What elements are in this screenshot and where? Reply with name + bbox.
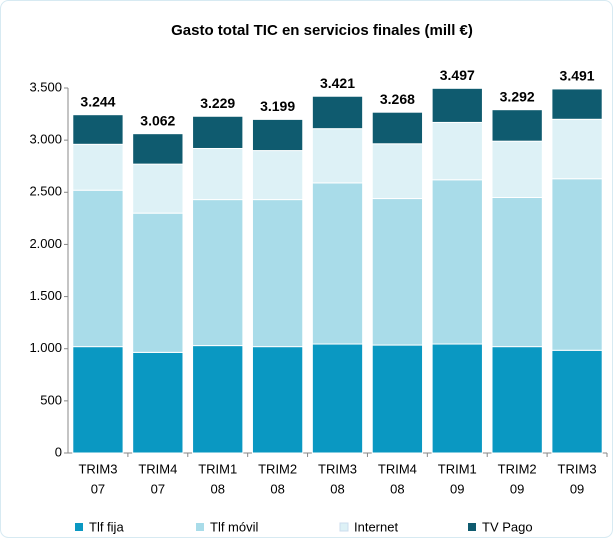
bar-segment	[192, 199, 244, 347]
x-tick-label: 07	[91, 481, 105, 496]
y-tick-label: 3.000	[29, 132, 62, 147]
y-tick-label: 3.500	[29, 79, 62, 94]
bar-segment	[551, 349, 603, 454]
bar-segment	[551, 178, 603, 351]
total-label: 3.491	[560, 68, 595, 84]
legend-swatch	[468, 523, 476, 531]
x-tick-label: 07	[151, 481, 165, 496]
bar-segment	[311, 95, 364, 130]
y-tick-label: 1.000	[29, 340, 62, 355]
bar-segment	[251, 199, 304, 348]
y-tick-label: 0	[55, 444, 62, 459]
bar-segment	[72, 189, 124, 348]
x-tick-label: 08	[330, 481, 344, 496]
total-label: 3.244	[80, 93, 115, 109]
bar-segment	[192, 147, 244, 201]
bar-segment	[491, 140, 543, 198]
bar-segment	[431, 121, 483, 181]
bar-segment	[551, 88, 603, 120]
bar-segment	[251, 118, 304, 152]
x-tick-label: TRIM1	[438, 461, 477, 476]
bar-segment	[491, 197, 543, 348]
y-tick-label: 2.000	[29, 236, 62, 251]
x-tick-label: 08	[390, 481, 404, 496]
total-label: 3.497	[440, 67, 475, 83]
bar-segment	[311, 343, 364, 454]
total-label: 3.421	[320, 75, 355, 91]
bar-segment	[251, 150, 304, 201]
bar-segment	[431, 343, 483, 454]
total-label: 3.199	[260, 98, 295, 114]
y-tick-label: 1.500	[29, 288, 62, 303]
bar-segment	[72, 143, 124, 191]
bar-segment	[371, 143, 424, 200]
bar-segment	[311, 128, 364, 184]
bar-segment	[371, 344, 424, 454]
bar-segment	[72, 346, 124, 454]
x-tick-label: TRIM3	[558, 461, 597, 476]
bar-segment	[431, 179, 483, 345]
x-tick-label: TRIM4	[138, 461, 177, 476]
bar-segment	[551, 118, 603, 180]
legend-label: TV Pago	[482, 519, 533, 534]
total-label: 3.062	[140, 112, 175, 128]
bar-segment	[491, 346, 543, 454]
x-tick-label: TRIM3	[78, 461, 117, 476]
legend-label: Tlf móvil	[210, 519, 259, 534]
bar-segment	[132, 133, 184, 165]
bar-segment	[132, 212, 184, 353]
bar-segment	[431, 87, 483, 123]
x-tick-label: TRIM4	[378, 461, 417, 476]
x-tick-label: TRIM3	[318, 461, 357, 476]
x-tick-label: 09	[450, 481, 464, 496]
bar-segment	[251, 346, 304, 454]
legend-label: Internet	[354, 519, 398, 534]
x-tick-label: TRIM2	[258, 461, 297, 476]
total-label: 3.292	[500, 88, 535, 104]
bar-segment	[132, 163, 184, 214]
x-tick-label: TRIM1	[198, 461, 237, 476]
chart-title: Gasto total TIC en servicios finales (mi…	[171, 22, 473, 39]
bar-segment	[192, 345, 244, 454]
bar-segment	[132, 351, 184, 454]
legend-label: Tlf fija	[89, 519, 124, 534]
x-tick-label: 08	[210, 481, 224, 496]
x-tick-label: 09	[570, 481, 584, 496]
x-tick-label: TRIM2	[498, 461, 537, 476]
bar-segment	[192, 115, 244, 149]
legend-swatch	[339, 522, 349, 532]
y-tick-label: 500	[40, 392, 62, 407]
bar-segment	[491, 109, 543, 142]
total-label: 3.229	[200, 95, 235, 111]
bar-segment	[72, 114, 124, 145]
x-tick-label: 09	[510, 481, 524, 496]
total-label: 3.268	[380, 91, 415, 107]
bar-segment	[371, 111, 424, 145]
legend-swatch	[196, 523, 204, 531]
bar-segment	[371, 198, 424, 346]
legend-swatch	[75, 523, 83, 531]
y-tick-label: 2.500	[29, 184, 62, 199]
x-tick-label: 08	[270, 481, 284, 496]
bar-segment	[311, 182, 364, 345]
